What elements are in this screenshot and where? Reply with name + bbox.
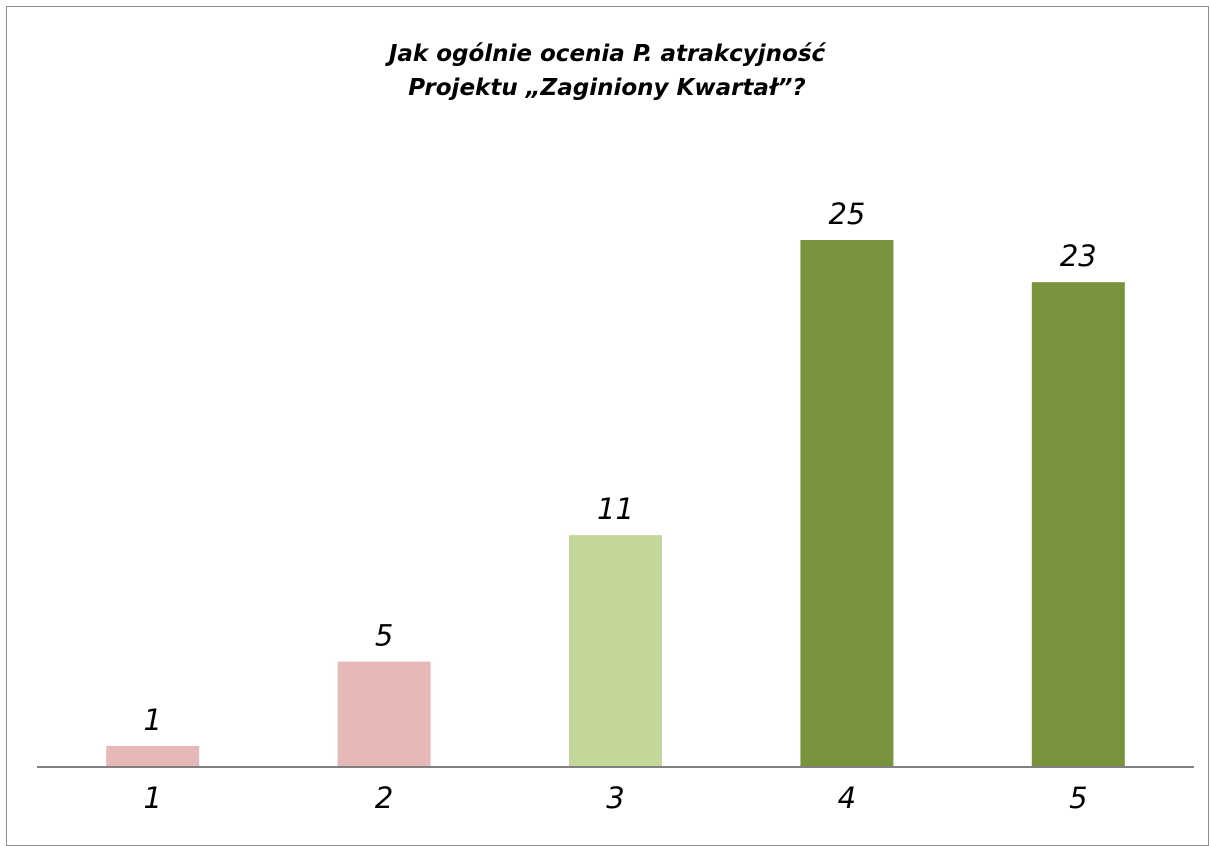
data-label-1: 1: [143, 703, 161, 737]
x-tick-label-5: 5: [1069, 781, 1087, 815]
value-labels-layer: 1 5 11 25 23: [143, 197, 1096, 737]
x-tick-label-3: 3: [606, 781, 624, 815]
x-tick-label-4: 4: [838, 781, 856, 815]
chart-title-line-1: Jak ogólnie ocenia P. atrakcyjność: [385, 41, 827, 67]
bar-2: [337, 661, 431, 767]
data-label-4: 25: [828, 197, 865, 231]
bar-chart: Jak ogólnie ocenia P. atrakcyjność Proje…: [37, 41, 1194, 815]
bar-1: [106, 745, 200, 767]
data-label-5: 23: [1060, 239, 1097, 273]
x-tick-label-1: 1: [143, 781, 161, 815]
chart-title-line-2: Projektu „Zaginiony Kwartał”?: [408, 75, 805, 101]
bar-4: [800, 240, 894, 767]
chart-frame: Jak ogólnie ocenia P. atrakcyjność Proje…: [6, 6, 1209, 846]
x-axis-tick-labels: 1 2 3 4 5: [143, 781, 1087, 815]
bars-layer: [106, 240, 1125, 767]
x-tick-label-2: 2: [375, 781, 393, 815]
data-label-3: 11: [597, 492, 634, 526]
bar-3: [569, 535, 662, 767]
chart-title: Jak ogólnie ocenia P. atrakcyjność Proje…: [385, 41, 827, 101]
data-label-2: 5: [375, 619, 393, 653]
bar-5: [1031, 282, 1125, 767]
